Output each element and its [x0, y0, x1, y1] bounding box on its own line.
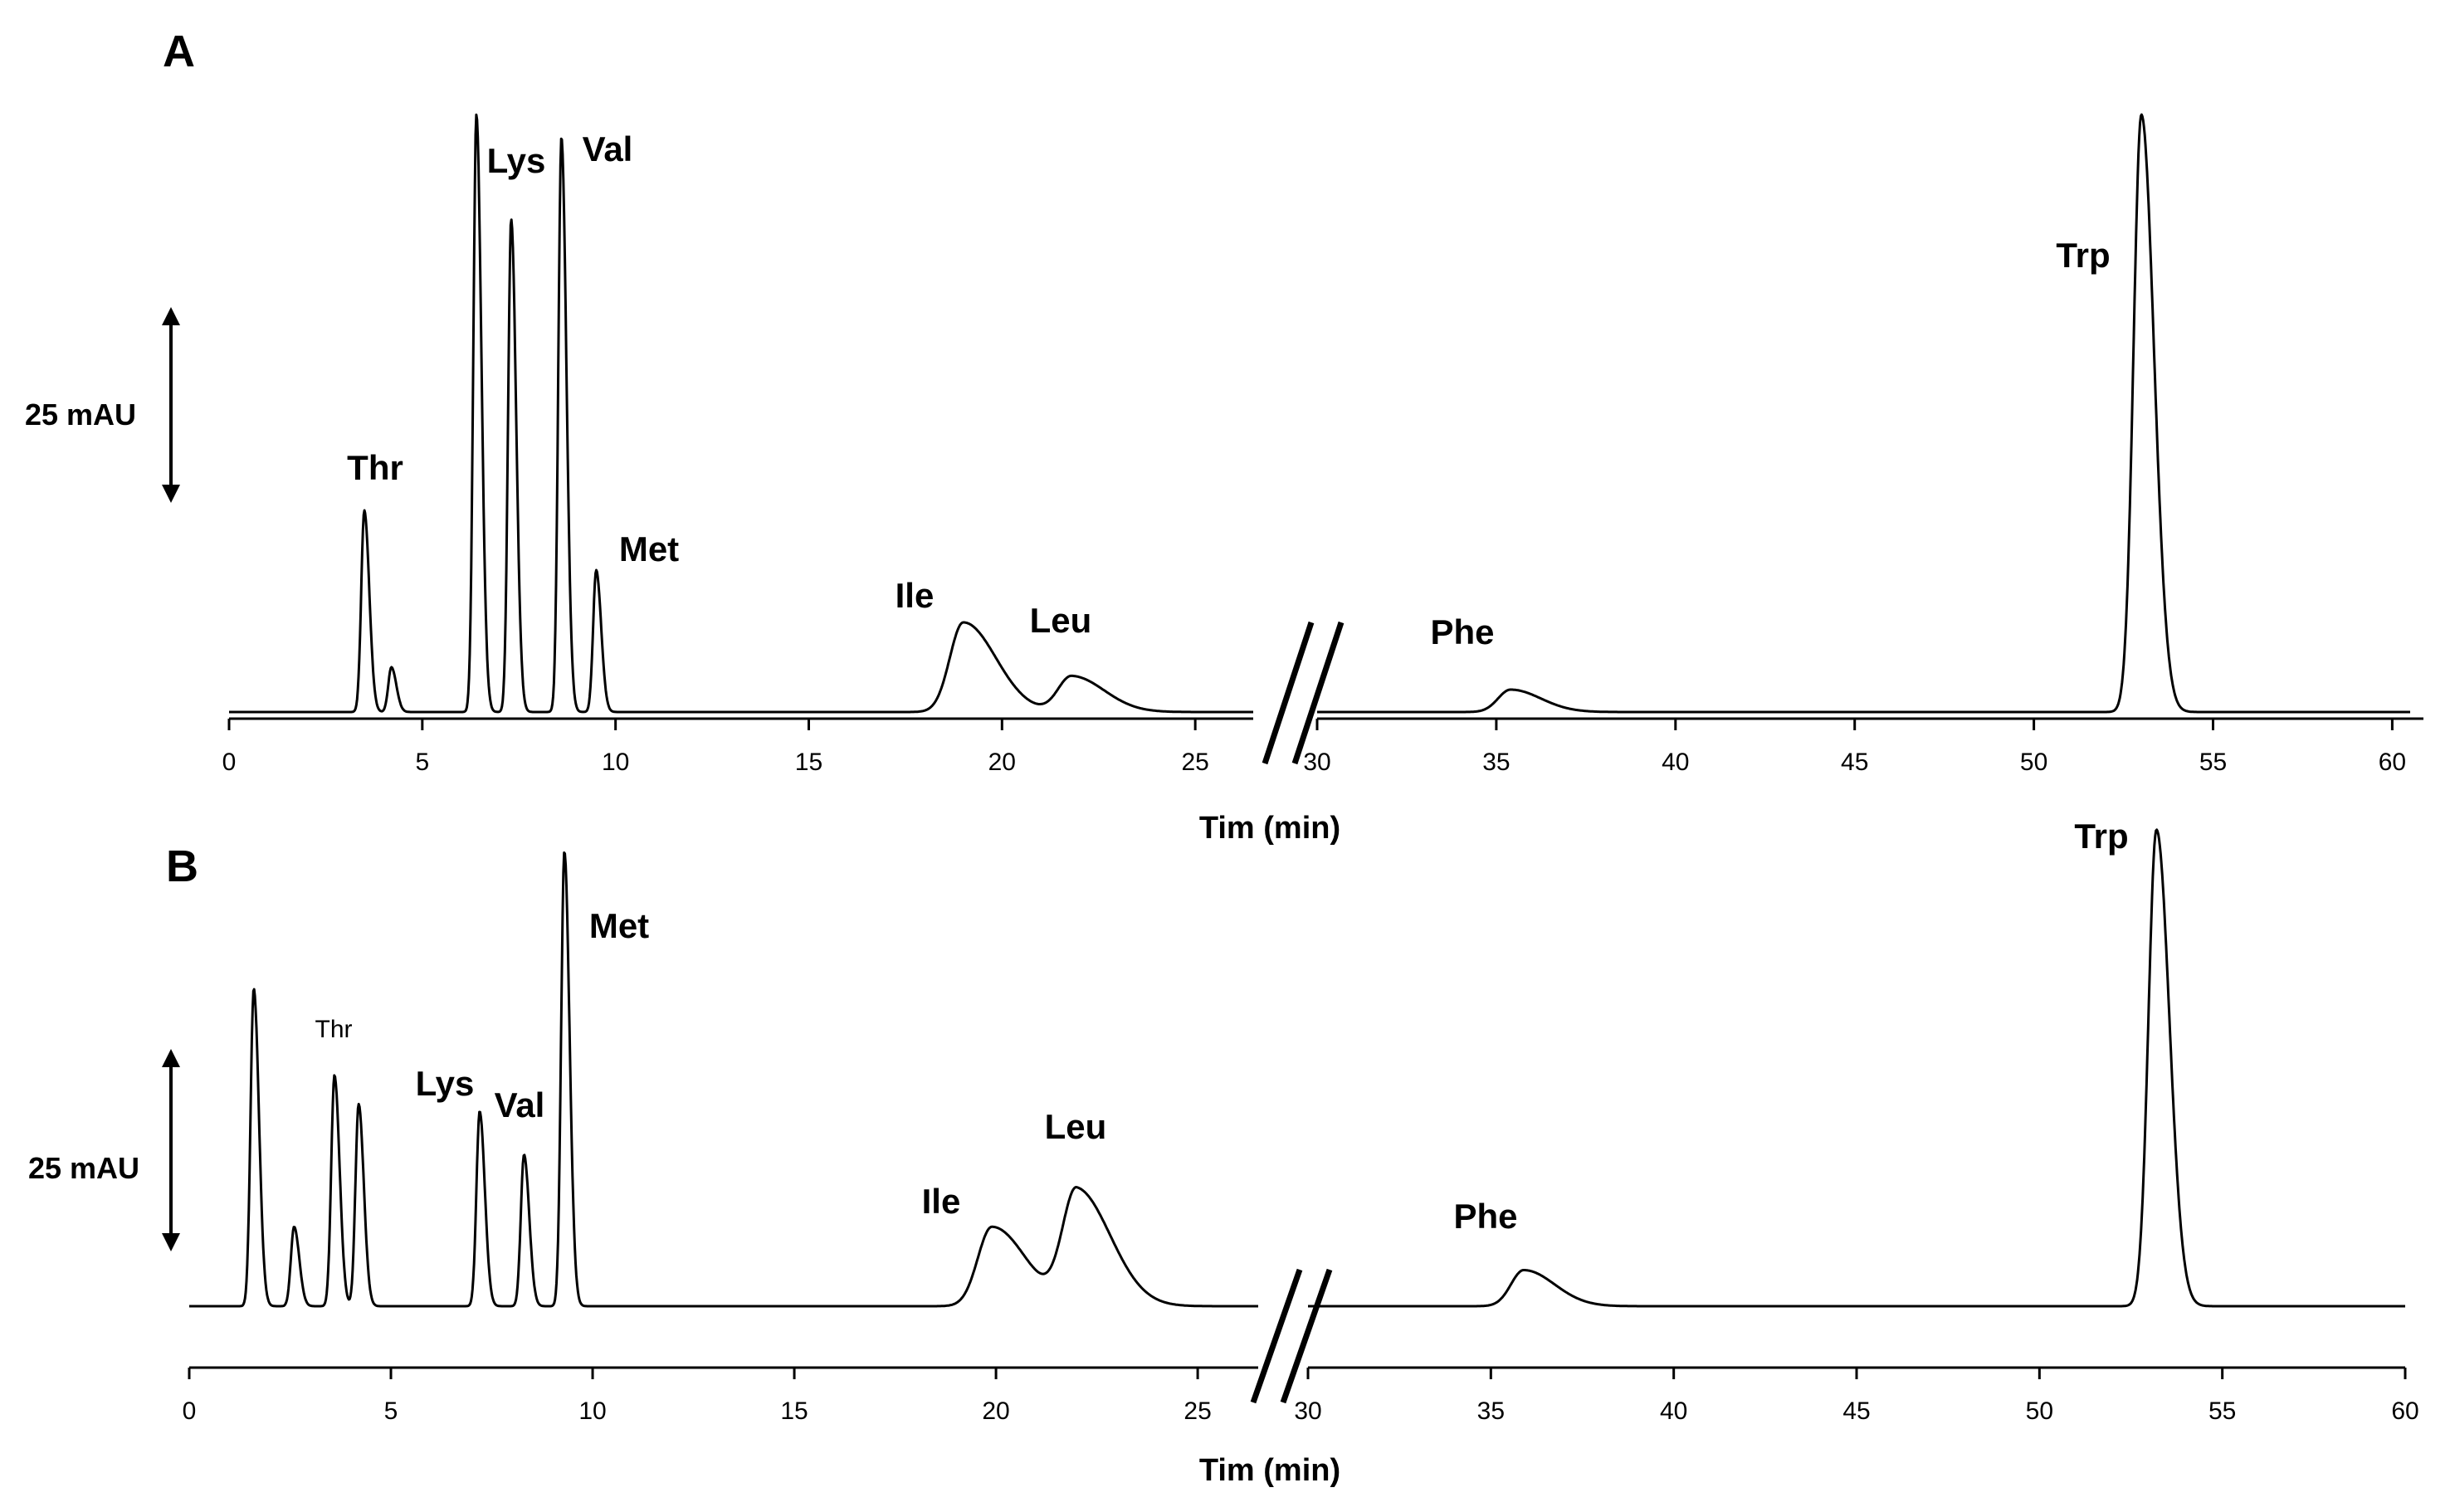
peak-label-phe: Phe [1453, 1197, 1517, 1236]
panel-a: A 0 5 10 15 20 25 30 35 40 45 50 55 60 Tim (min) 25 mAU… [25, 27, 2423, 846]
peak-label-lys: Lys [416, 1064, 475, 1103]
scale-bar-label: 25 mAU [25, 398, 136, 432]
x-tick-label: 45 [1841, 749, 1868, 776]
scale-bar-arrow-up [162, 1049, 180, 1067]
peak-label-phe: Phe [1430, 612, 1494, 651]
chromatogram-trace [1316, 113, 2411, 714]
scale-bar-label: 25 mAU [28, 1151, 139, 1185]
peak-label-leu: Leu [1030, 601, 1092, 640]
axis-break-mark [1250, 1268, 1303, 1404]
x-tick-label: 15 [780, 1397, 808, 1425]
x-tick-label: 35 [1482, 749, 1510, 776]
x-axis-label: Tim (min) [1199, 811, 1340, 846]
x-tick-label: 5 [415, 749, 429, 776]
chromatogram-trace [1307, 828, 2406, 1308]
x-tick-label: 15 [795, 749, 822, 776]
x-tick-label: 25 [1181, 749, 1208, 776]
scale-bar-arrow-up [162, 307, 180, 325]
x-tick-label: 45 [1842, 1397, 1870, 1425]
x-tick-label: 10 [602, 749, 629, 776]
peak-label-lys: Lys [487, 141, 546, 180]
x-tick-label: 55 [2208, 1397, 2236, 1425]
x-tick-label: 30 [1294, 1397, 1321, 1425]
scale-bar-arrow-down [162, 485, 180, 503]
x-tick-label: 5 [384, 1397, 398, 1425]
peak-label-val: Val [583, 129, 633, 168]
axis-break-mark [1280, 1268, 1333, 1404]
axis-break-mark [1291, 621, 1345, 765]
x-tick-label: 35 [1477, 1397, 1505, 1425]
chromatogram-trace [188, 851, 1259, 1308]
x-tick-label: 0 [183, 1397, 197, 1425]
axis-break-mark [1262, 621, 1315, 765]
x-tick-label: 20 [988, 749, 1016, 776]
x-tick-label: 20 [982, 1397, 1009, 1425]
peak-label-trp: Trp [2056, 236, 2110, 275]
peak-label-leu: Leu [1045, 1107, 1107, 1146]
x-tick-label: 50 [2026, 1397, 2053, 1425]
panel-letter: B [166, 841, 198, 891]
x-tick-label: 50 [2020, 749, 2047, 776]
peak-label-ile: Ile [896, 576, 935, 615]
peak-label-val: Val [495, 1085, 545, 1124]
x-tick-label: 60 [2379, 749, 2406, 776]
x-axis-label: Tim (min) [1199, 1453, 1340, 1488]
x-tick-label: 10 [578, 1397, 606, 1425]
peak-label-thr: Thr [315, 1016, 353, 1043]
peak-label-met: Met [619, 529, 679, 568]
x-tick-label: 40 [1662, 749, 1689, 776]
peak-label-thr: Thr [347, 448, 403, 487]
x-tick-label: 30 [1303, 749, 1330, 776]
x-tick-label: 40 [1660, 1397, 1687, 1425]
peak-label-ile: Ile [922, 1182, 961, 1221]
x-tick-label: 60 [2391, 1397, 2418, 1425]
x-tick-label: 25 [1184, 1397, 1211, 1425]
x-tick-label: 0 [222, 749, 237, 776]
panel-b: B 0 5 10 15 20 25 30 35 40 45 50 55 60 Tim (min) 25 mAU… [28, 817, 2419, 1488]
chromatogram-trace [228, 113, 1254, 714]
scale-bar-arrow-down [162, 1233, 180, 1251]
peak-label-met: Met [589, 906, 649, 945]
x-tick-label: 55 [2199, 749, 2227, 776]
peak-label-trp: Trp [2074, 817, 2128, 856]
panel-letter: A [163, 27, 195, 76]
